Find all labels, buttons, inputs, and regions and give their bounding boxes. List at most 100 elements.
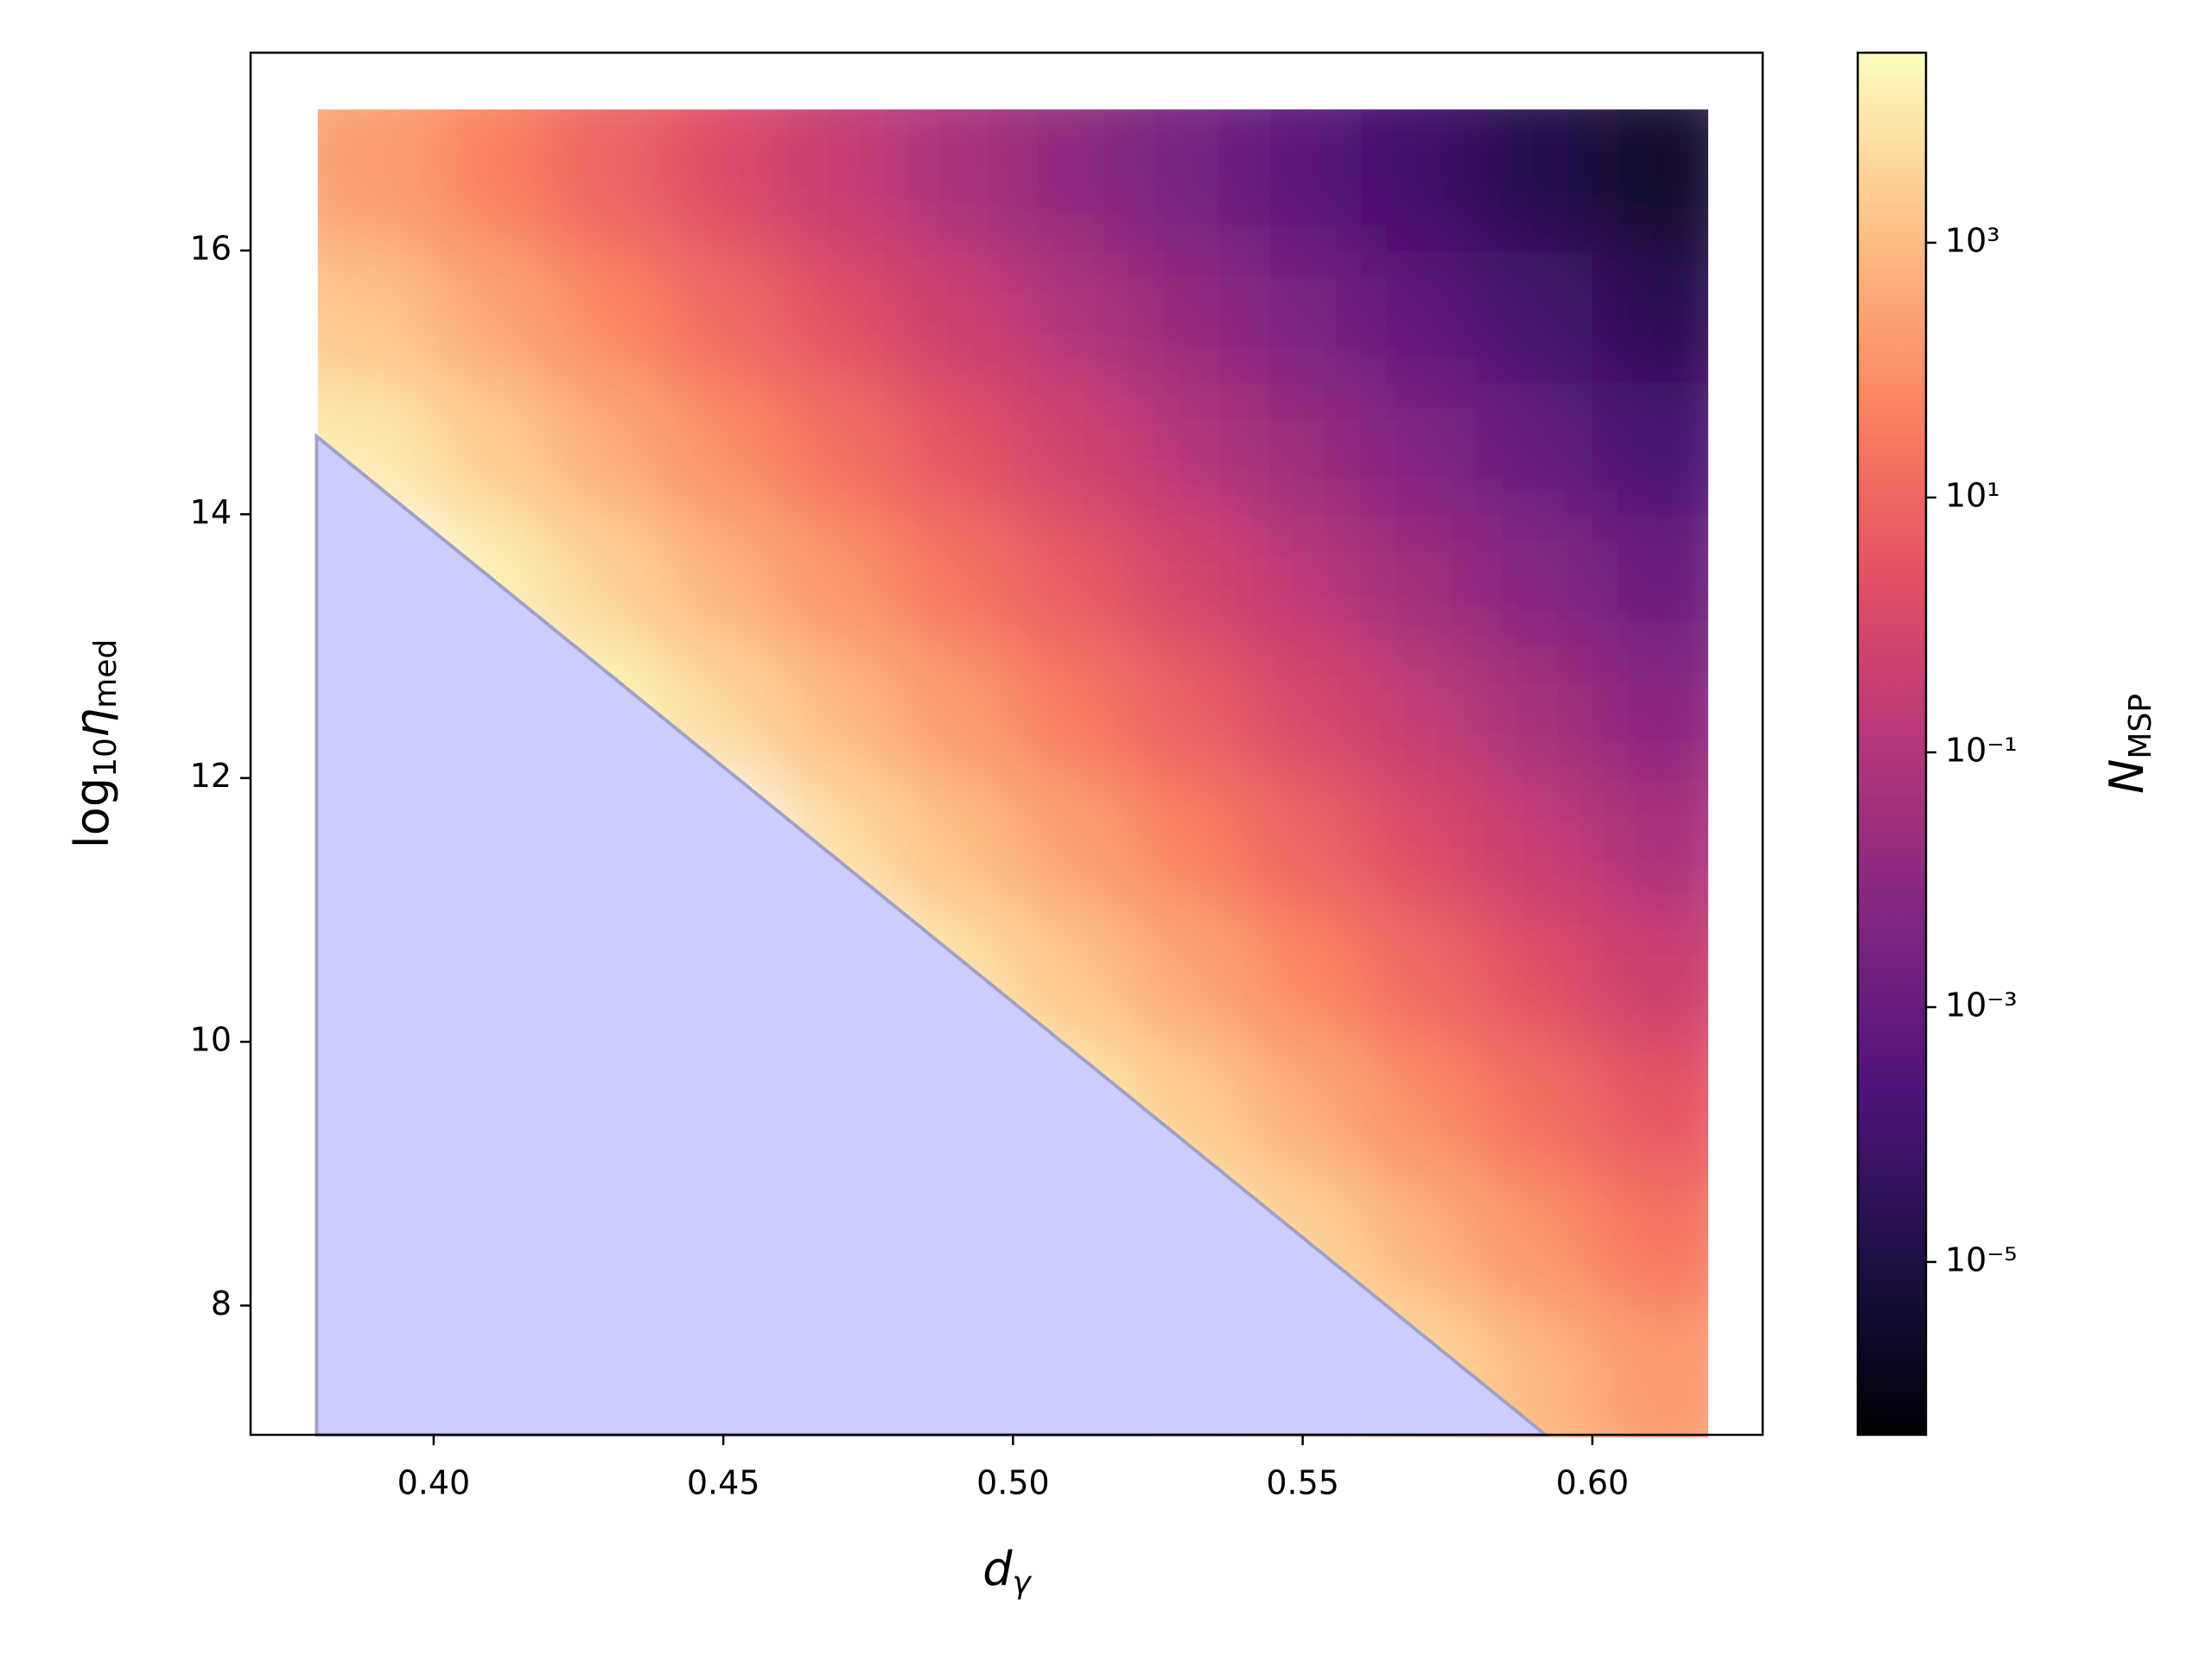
heat-cell	[781, 382, 898, 515]
heat-cell	[549, 109, 666, 251]
heat-cell	[1360, 1042, 1478, 1175]
heat-cell	[1244, 109, 1362, 251]
heat-cell	[1013, 251, 1129, 384]
heat-cell	[1592, 910, 1708, 1043]
heat-cell	[1360, 514, 1478, 647]
x-axis-label: dγ	[982, 1542, 1032, 1601]
heat-cell	[1592, 109, 1708, 251]
heat-cell	[1476, 251, 1593, 384]
heat-cell	[781, 514, 898, 647]
x-label-sub: γ	[1012, 1565, 1032, 1601]
heat-cell	[1128, 514, 1246, 647]
heat-cell	[665, 251, 782, 384]
heat-cell	[1128, 777, 1246, 910]
heat-cell	[665, 109, 782, 251]
colorbar-tick-label: 10⁻³	[1945, 986, 2018, 1024]
colorbar-tick-label: 10³	[1945, 221, 2000, 259]
heat-cell	[1476, 777, 1593, 910]
heat-cell	[1244, 251, 1362, 384]
heat-cell	[781, 251, 898, 384]
heat-cell	[1013, 777, 1129, 910]
heat-cell	[665, 382, 782, 515]
heat-cell	[1476, 910, 1593, 1043]
heat-cell	[1360, 646, 1478, 779]
heat-cell	[897, 646, 1014, 779]
colorbar-tick-label: 10⁻¹	[1945, 731, 2018, 769]
y-tick-label: 16	[190, 230, 232, 268]
heat-cell	[549, 251, 666, 384]
heat-cell	[1476, 109, 1593, 251]
heat-cell	[1013, 109, 1129, 251]
y-label-log: log	[65, 777, 119, 848]
heat-cell	[1244, 777, 1362, 910]
heat-cell	[897, 251, 1014, 384]
heat-cell	[1360, 910, 1478, 1043]
heat-cell	[1476, 514, 1593, 647]
y-tick-label: 8	[211, 1285, 232, 1323]
heat-cell	[433, 251, 550, 384]
colorbar	[1856, 51, 1928, 1437]
x-label-main: d	[982, 1542, 1013, 1596]
heat-cell	[317, 251, 435, 384]
cbar-label-sub: MSP	[2123, 694, 2158, 759]
heat-cell	[1360, 382, 1478, 515]
heat-cell	[1244, 514, 1362, 647]
x-tick-label: 0.55	[1266, 1464, 1339, 1502]
heat-cell	[433, 109, 550, 251]
x-tick-label: 0.50	[976, 1464, 1050, 1502]
heat-cell	[897, 777, 1014, 910]
y-tick-label: 10	[190, 1021, 232, 1059]
heat-cell	[1244, 646, 1362, 779]
heat-cell	[1360, 109, 1478, 251]
heat-cell	[1592, 251, 1708, 384]
heat-cell	[1592, 777, 1708, 910]
heat-cell	[1013, 382, 1129, 515]
heat-cell	[897, 109, 1014, 251]
heat-cell	[1592, 514, 1708, 647]
colorbar-tick-label: 10¹	[1945, 476, 2000, 514]
heat-cell	[1360, 251, 1478, 384]
heat-cell	[317, 109, 435, 251]
heat-cell	[781, 109, 898, 251]
y-tick-label: 14	[190, 493, 232, 531]
heat-cell	[1128, 382, 1246, 515]
heat-cell	[1244, 910, 1362, 1043]
y-label-sub: med	[88, 639, 124, 708]
cbar-label-main: N	[2100, 759, 2154, 794]
y-tick-label: 12	[190, 757, 232, 795]
heat-cell	[1013, 646, 1129, 779]
heat-cell	[1592, 1042, 1708, 1175]
heat-cell	[1476, 646, 1593, 779]
x-tick-label: 0.40	[397, 1464, 471, 1502]
colorbar-tick-label: 10⁻⁵	[1945, 1240, 2018, 1278]
heat-cell	[897, 382, 1014, 515]
heat-cell	[1360, 1173, 1478, 1306]
heat-cell	[1244, 1042, 1362, 1175]
heat-cell	[897, 514, 1014, 647]
heat-cell	[1013, 514, 1129, 647]
heat-cell	[1244, 382, 1362, 515]
heat-cell	[1476, 1173, 1593, 1306]
heat-cell	[1128, 646, 1246, 779]
heat-cell	[549, 514, 666, 647]
heat-cell	[781, 646, 898, 779]
heat-cell	[665, 514, 782, 647]
x-tick-label: 0.45	[687, 1464, 760, 1502]
heat-cell	[1476, 382, 1593, 515]
heat-cell	[1592, 646, 1708, 779]
heat-cell	[1128, 251, 1246, 384]
y-label-log-sub: 10	[88, 738, 124, 777]
heat-cell	[1128, 109, 1246, 251]
y-label-main: η	[65, 708, 119, 738]
plot-frame	[249, 51, 1764, 1437]
heat-cell	[549, 382, 666, 515]
y-axis-label: log10ηmed	[65, 639, 124, 848]
heat-cell	[1592, 1173, 1708, 1306]
colorbar-label: NMSP	[2100, 694, 2158, 794]
x-tick-label: 0.60	[1556, 1464, 1630, 1502]
heat-cell	[1360, 777, 1478, 910]
heat-cell	[1476, 1042, 1593, 1175]
heat-cell	[1592, 382, 1708, 515]
heat-cell	[433, 382, 550, 515]
